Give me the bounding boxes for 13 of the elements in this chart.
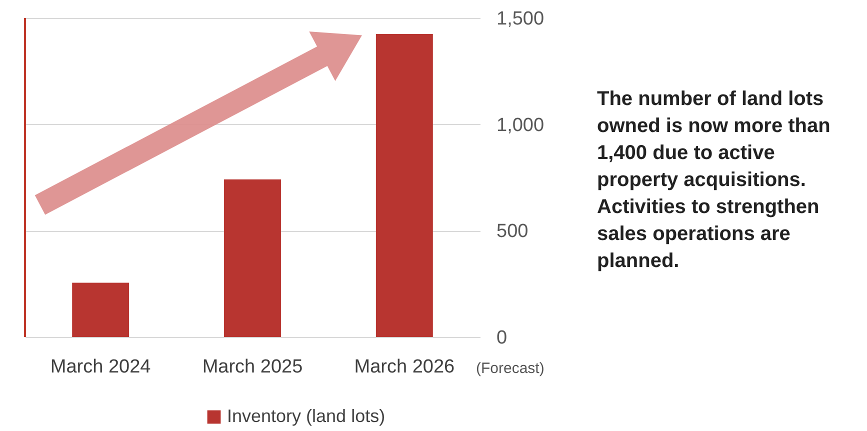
bar — [72, 282, 130, 337]
text: (Forecast) — [476, 360, 544, 377]
bar — [376, 34, 433, 337]
y-tick-label: 500 — [496, 221, 528, 242]
legend-label: Inventory (land lots) — [227, 406, 386, 426]
x-tick-label: March 2024 — [50, 356, 152, 378]
y-tick-label: 0 — [496, 328, 508, 348]
y-tick-label: 1,500 — [496, 8, 544, 30]
x-tick-label: March 2026 — [354, 356, 455, 378]
text: The number of land lots owned is now more than 1,400 due to active property acquisitions. Activities to strengthen sales operations are planned. — [597, 87, 832, 274]
y-tick-label: 1,000 — [496, 114, 544, 136]
bar — [224, 179, 281, 337]
x-tick-label: March 2025 — [202, 356, 303, 378]
